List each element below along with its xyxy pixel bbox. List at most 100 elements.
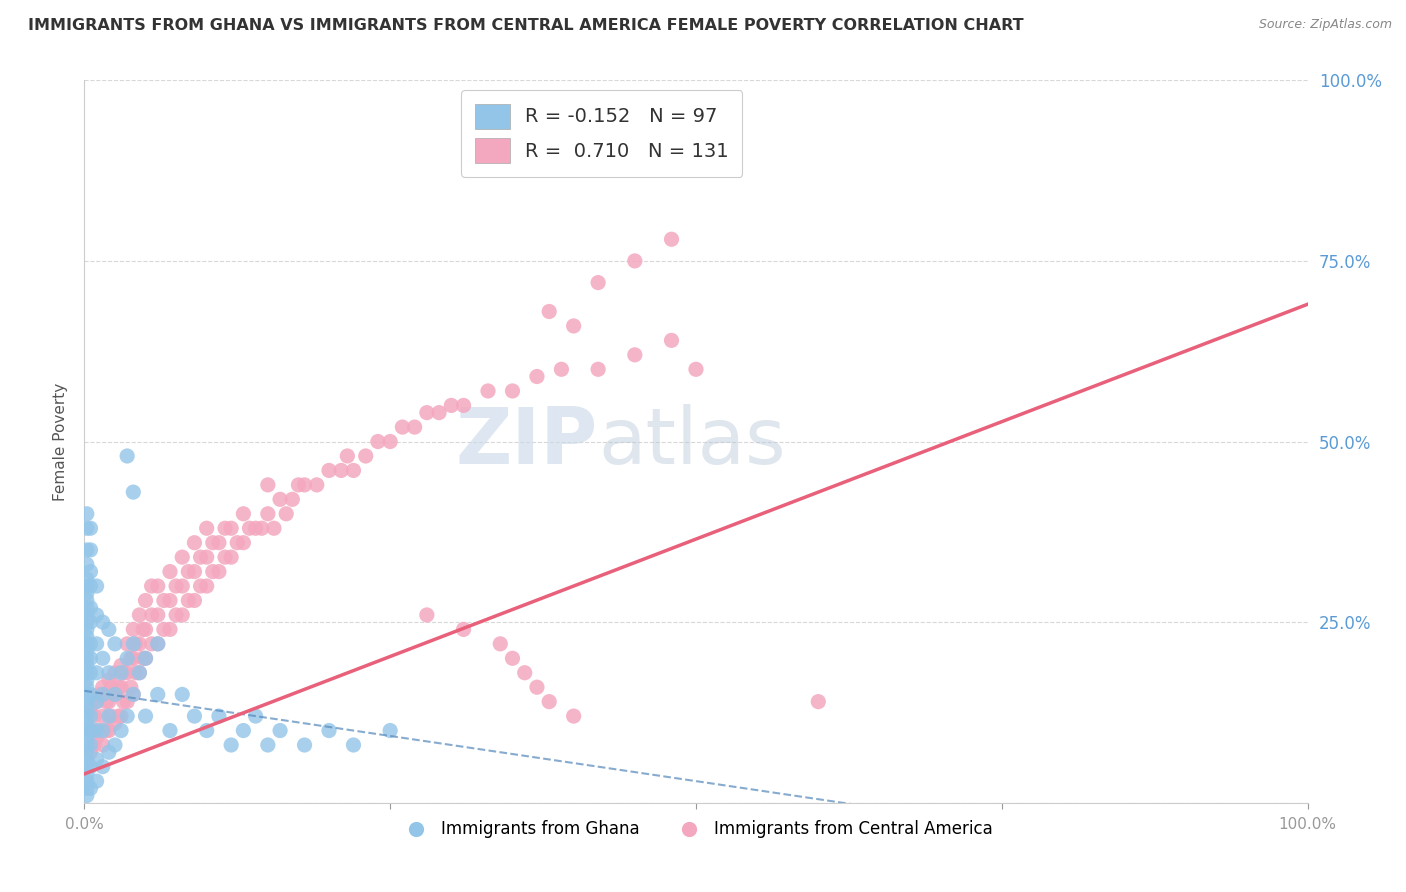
Point	[76, 702, 98, 716]
Point	[128, 665, 150, 680]
Point	[354, 449, 377, 463]
Point	[79, 702, 101, 716]
Point	[404, 420, 426, 434]
Point	[86, 579, 108, 593]
Point	[201, 535, 224, 549]
Point	[83, 738, 105, 752]
Point	[305, 478, 328, 492]
Point	[128, 637, 150, 651]
Text: Source: ZipAtlas.com: Source: ZipAtlas.com	[1258, 18, 1392, 31]
Point	[135, 623, 157, 637]
Point	[208, 709, 231, 723]
Point	[250, 521, 273, 535]
Point	[342, 738, 364, 752]
Point	[79, 651, 101, 665]
Point	[97, 695, 120, 709]
Point	[86, 731, 108, 745]
Point	[107, 680, 129, 694]
Point	[153, 593, 176, 607]
Point	[128, 665, 150, 680]
Point	[263, 521, 285, 535]
Point	[110, 658, 132, 673]
Point	[141, 607, 163, 622]
Point	[110, 709, 132, 723]
Point	[281, 492, 304, 507]
Point	[208, 565, 231, 579]
Point	[159, 565, 181, 579]
Point	[380, 434, 402, 449]
Point	[219, 738, 242, 752]
Point	[132, 651, 155, 665]
Point	[122, 637, 145, 651]
Point	[76, 680, 98, 694]
Point	[76, 607, 98, 622]
Point	[125, 665, 148, 680]
Point	[79, 615, 101, 630]
Point	[76, 651, 98, 665]
Point	[146, 637, 169, 651]
Text: ZIP: ZIP	[456, 403, 598, 480]
Point	[76, 767, 98, 781]
Point	[489, 637, 512, 651]
Point	[76, 658, 98, 673]
Point	[195, 579, 218, 593]
Point	[586, 276, 609, 290]
Point	[91, 738, 114, 752]
Point	[79, 745, 101, 759]
Point	[76, 760, 98, 774]
Point	[79, 781, 101, 796]
Point	[342, 463, 364, 477]
Y-axis label: Female Poverty: Female Poverty	[53, 383, 69, 500]
Point	[76, 673, 98, 687]
Point	[294, 478, 316, 492]
Point	[97, 723, 120, 738]
Point	[110, 680, 132, 694]
Point	[91, 723, 114, 738]
Point	[104, 665, 127, 680]
Point	[219, 550, 242, 565]
Point	[100, 680, 122, 694]
Point	[79, 738, 101, 752]
Point	[76, 723, 98, 738]
Text: atlas: atlas	[598, 403, 786, 480]
Point	[201, 565, 224, 579]
Point	[76, 716, 98, 731]
Point	[76, 572, 98, 586]
Point	[685, 362, 707, 376]
Point	[416, 406, 439, 420]
Point	[661, 334, 683, 348]
Point	[115, 695, 138, 709]
Point	[86, 752, 108, 766]
Point	[513, 665, 536, 680]
Point	[110, 665, 132, 680]
Point	[440, 398, 463, 412]
Point	[219, 521, 242, 535]
Point	[172, 687, 194, 701]
Point	[86, 665, 108, 680]
Point	[97, 665, 120, 680]
Point	[141, 579, 163, 593]
Point	[245, 709, 267, 723]
Point	[96, 695, 118, 709]
Point	[172, 607, 194, 622]
Point	[91, 651, 114, 665]
Point	[183, 565, 205, 579]
Point	[380, 723, 402, 738]
Point	[76, 644, 98, 658]
Point	[453, 623, 475, 637]
Point	[257, 738, 280, 752]
Point	[115, 665, 138, 680]
Point	[76, 695, 98, 709]
Point	[159, 593, 181, 607]
Point	[190, 550, 212, 565]
Point	[257, 478, 280, 492]
Point	[159, 623, 181, 637]
Point	[86, 774, 108, 789]
Point	[526, 369, 548, 384]
Point	[86, 723, 108, 738]
Point	[416, 607, 439, 622]
Point	[79, 709, 101, 723]
Point	[76, 781, 98, 796]
Point	[257, 507, 280, 521]
Point	[391, 420, 413, 434]
